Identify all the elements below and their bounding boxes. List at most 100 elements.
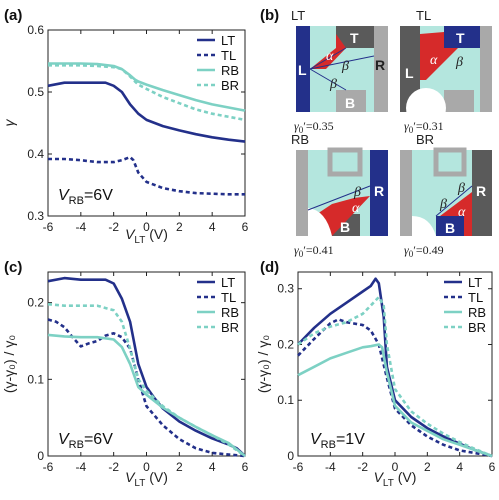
panel-label-c: (c) — [4, 259, 22, 276]
gate-t-shape — [336, 26, 374, 48]
gamma-value: =0.49 — [416, 243, 444, 257]
series-line-tl — [297, 318, 493, 458]
y-tick-label: 0 — [287, 449, 294, 463]
panel-label-b: (b) — [260, 7, 279, 24]
y-tick-label: 0.3 — [277, 282, 294, 296]
label-beta: β — [353, 185, 361, 200]
y-tick-label: 0.1 — [27, 372, 44, 386]
svg-text:γ0′=0.31: γ0′=0.31 — [404, 119, 444, 135]
x-tick-label: -4 — [325, 460, 336, 474]
y-tick-label: 0.4 — [27, 147, 44, 161]
annotation-vrb: VRB=1V — [310, 431, 365, 451]
panel-label-a: (a) — [4, 7, 22, 24]
region-alpha — [310, 34, 346, 69]
gamma-symbol: γ — [404, 119, 409, 133]
gamma-value: =0.35 — [306, 119, 334, 133]
region-alpha — [420, 32, 458, 80]
series-line-lt — [297, 277, 493, 458]
gate-t-shape — [433, 147, 467, 177]
diagram-rb: RB R B α β γ0′=0.41 — [291, 132, 388, 259]
y-tick-label: 0.2 — [277, 337, 294, 351]
label-b: B — [445, 220, 455, 236]
gamma-prime: ′ — [413, 243, 416, 257]
gamma-value: =0.41 — [306, 243, 334, 257]
x-tick-label: -4 — [75, 460, 86, 474]
annotation-vrb: VRB=6V — [58, 187, 113, 207]
legend-label-tl: TL — [221, 48, 236, 63]
gate-l-shape — [400, 26, 420, 112]
diagram-br: BR R B α β β γ0′=0.49 — [400, 132, 492, 259]
series-line-br — [297, 295, 493, 458]
gamma-value-rb: γ0′=0.41 — [294, 243, 334, 259]
x-tick-label: -2 — [108, 220, 119, 234]
x-axis-label: VLT (V) — [125, 226, 168, 246]
label-t: T — [456, 30, 465, 46]
gamma-sub: 0 — [299, 249, 304, 259]
svg-text:γ0′=0.41: γ0′=0.41 — [294, 243, 334, 259]
series-line-tl — [48, 155, 245, 196]
label-r: R — [476, 183, 486, 199]
region-white — [412, 216, 436, 236]
diagram-br-title: BR — [416, 132, 434, 147]
x-tick-label: -6 — [43, 220, 54, 234]
legend-label-rb: RB — [468, 305, 486, 320]
label-alpha: α — [458, 205, 466, 220]
label-alpha: α — [430, 53, 438, 68]
gate-b-shape — [336, 90, 366, 112]
label-l: L — [405, 65, 414, 81]
edge-line — [309, 47, 347, 70]
y-axis-label: (γ-γ₀) / γ₀ — [1, 335, 17, 393]
series-line-lt — [47, 276, 246, 457]
x-tick-label: 6 — [489, 460, 496, 474]
legend-label-tl: TL — [221, 290, 236, 305]
x-tick-label: 2 — [176, 220, 183, 234]
gamma-symbol: γ — [294, 119, 299, 133]
plot-frame — [297, 271, 493, 457]
y-tick-label: 0.6 — [27, 23, 44, 37]
x-tick-label: 0 — [143, 460, 150, 474]
x-tick-label: 6 — [242, 460, 249, 474]
legend-label-br: BR — [221, 320, 239, 335]
gamma-prime: ′ — [413, 119, 416, 133]
y-axis-label: (γ-γ₀) / γ₀ — [255, 335, 271, 393]
legend-label-lt: LT — [221, 33, 235, 48]
plot-frame — [47, 271, 246, 457]
series-line-rb — [48, 62, 246, 112]
gamma-prime: ′ — [303, 243, 306, 257]
label-beta: β — [329, 77, 337, 92]
x-tick-label: 6 — [242, 220, 249, 234]
x-tick-label: 4 — [456, 460, 463, 474]
series-line-br — [48, 64, 246, 122]
gamma-value-br: γ0′=0.49 — [404, 243, 444, 259]
plot-frame — [47, 29, 246, 217]
x-tick-label: 2 — [424, 460, 431, 474]
series-line-rb — [297, 343, 493, 458]
gate-r-shape — [374, 26, 388, 112]
gate-r-shape — [480, 26, 492, 112]
x-axis-label: VLT (V) — [125, 469, 168, 489]
legend-label-lt: LT — [221, 275, 235, 290]
x-tick-label: -6 — [293, 460, 304, 474]
gate-l-shape — [296, 26, 310, 112]
legend-label-br: BR — [221, 78, 239, 93]
series-line-rb — [47, 333, 246, 458]
gamma-symbol: γ — [294, 243, 299, 257]
series-line-br — [47, 302, 246, 458]
region-alpha — [440, 192, 472, 236]
x-tick-label: 0 — [143, 220, 150, 234]
x-tick-label: -2 — [108, 460, 119, 474]
label-alpha: α — [326, 49, 334, 64]
gamma-value: =0.31 — [416, 119, 444, 133]
edge-line — [307, 185, 371, 211]
label-b: B — [345, 95, 355, 111]
x-tick-label: -2 — [357, 460, 368, 474]
label-beta: β — [439, 197, 447, 212]
diagram-rb-title: RB — [291, 132, 309, 147]
label-l: L — [298, 62, 307, 78]
x-tick-label: -4 — [75, 220, 86, 234]
label-r: R — [374, 183, 384, 199]
legend-label-rb: RB — [221, 305, 239, 320]
x-tick-label: 4 — [209, 460, 216, 474]
